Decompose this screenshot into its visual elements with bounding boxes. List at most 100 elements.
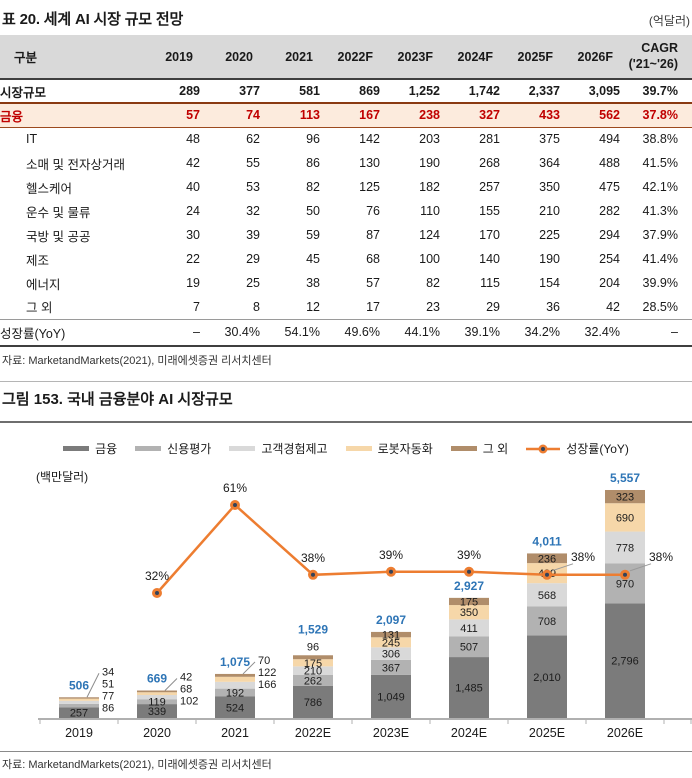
bar-segment [527,583,567,607]
value-cell: 44.1% [380,318,440,347]
value-cell: 254 [599,252,620,266]
value-cell: 182 [419,180,440,194]
value-cell: 268 [479,156,500,170]
value-cell: 488 [599,156,620,170]
value-cell: 257 [479,180,500,194]
bar-segment [215,681,255,689]
legend-swatch [229,446,256,451]
bar-segment [137,690,177,693]
growth-label: 39% [457,548,481,562]
bar-total-label: 506 [69,678,89,692]
legend-swatch [135,446,162,451]
value-cell: 39.9% [642,276,678,290]
table-header-row: 구분 2019 2020 2021 2022F 2023F 2024F 2025F 2026F C… [0,35,692,79]
value-cell: 364 [539,156,560,170]
growth-label: 61% [223,481,247,495]
bar-outside-label: 166 [258,679,276,691]
table-header-cell: 2022F [320,35,380,79]
value-cell: 130 [359,156,380,170]
value-cell: 29 [486,299,500,314]
value-cell: 41.3% [642,204,678,218]
value-cell: 562 [599,108,620,123]
value-cell: 50 [306,204,320,218]
value-cell: 294 [599,228,620,242]
legend-item-growth-line: 성장률(YoY) [526,440,629,457]
bar-segment [371,631,411,638]
table-row: 제조 22 29 45 68 100 140 190 254 41.4% [0,247,692,271]
value-cell: 140 [479,252,500,266]
table-row: 에너지 19 25 38 57 82 115 154 204 39.9% [0,271,692,295]
value-cell: 190 [419,156,440,170]
bar-segment [215,676,255,682]
legend-item: 신용평가 [135,440,211,457]
value-cell: 54.1% [260,318,320,347]
x-axis-label: 2026E [607,726,643,740]
row-label-cell: 운수 및 물류 [26,205,91,220]
bar-segment [371,674,411,718]
growth-label: 32% [145,569,169,583]
value-cell: 53 [246,180,260,194]
x-axis-label: 2025E [529,726,565,740]
table-row: 시장규모 289 377 581 869 1,252 1,742 2,337 3,095 39.7… [0,79,692,103]
bar-outside-label: 68 [180,684,192,696]
x-axis-label: 2022E [295,726,331,740]
bar-segment [605,503,645,532]
bar-segment [215,688,255,697]
bar-segment-label: 367 [382,662,400,674]
value-cell: 113 [299,108,320,123]
bar-segment-label: 2,796 [611,656,639,668]
table-row: 금융 57 74 113 167 238 327 433 562 37.8% [0,103,692,127]
growth-marker-core [311,572,315,577]
value-cell: 42.1% [642,180,678,194]
y-axis-unit-label: (백만달러) [36,470,89,484]
value-cell: 42 [606,299,620,314]
value-cell: 49.6% [320,318,380,347]
bar-segment [527,606,567,636]
table-row: 헬스케어 40 53 82 125 182 257 350 475 42.1% [0,175,692,199]
table-row: 그 외 7 8 12 17 23 29 36 42 28.5% [0,295,692,319]
value-cell: 57 [366,276,380,290]
bar-segment [215,673,255,677]
value-cell: – [140,318,200,347]
bar-total-label: 2,927 [454,579,484,593]
value-cell: 48 [186,132,200,147]
bar-segment-label: 350 [460,607,478,619]
growth-marker-core [155,591,159,595]
value-cell: 38 [306,276,320,290]
bar-segment [293,675,333,686]
legend-item: 로봇자동화 [345,440,433,457]
legend-label: 신용평가 [167,442,212,456]
row-label-cell: 시장규모 [0,85,47,100]
value-cell: 19 [186,276,200,290]
table-head: 구분 2019 2020 2021 2022F 2023F 2024F 2025F 2026F C… [0,35,692,79]
value-cell: 154 [539,276,560,290]
growth-marker-core [389,569,393,574]
value-cell: 115 [480,276,500,290]
bar-segment-label: 131 [382,630,400,642]
figure-header: 그림 153. 국내 금융분야 AI 시장규모 [0,381,692,423]
bar-segment-label: 786 [304,697,322,709]
legend-swatch [345,446,372,451]
value-cell: 494 [599,132,620,147]
bar-segment-label: 119 [148,697,166,709]
value-cell: 39.7% [642,84,678,98]
table-header-cell: 2020 [200,35,260,79]
table-header-cell: 구분 [0,35,140,79]
value-cell: 23 [426,299,440,314]
growth-label: 39% [379,548,403,562]
value-cell: 34.2% [500,318,560,347]
bar-segment [371,659,411,675]
bar-segment [449,605,489,620]
x-axis-label: 2023E [373,726,409,740]
value-cell: 30 [186,228,200,242]
bar-segment [527,553,567,564]
bar-segment [293,659,333,667]
value-cell: 28.5% [642,299,678,314]
value-cell: 32.4% [560,318,620,347]
legend-label: 그 외 [482,442,509,456]
value-cell: 8 [253,299,260,314]
bar-segment-label: 568 [538,590,556,602]
table-header-cell: 2024F [440,35,500,79]
value-cell: 17 [366,299,380,314]
table-row: 소매 및 전자상거래 42 55 86 130 190 268 364 488 41.5% [0,151,692,175]
